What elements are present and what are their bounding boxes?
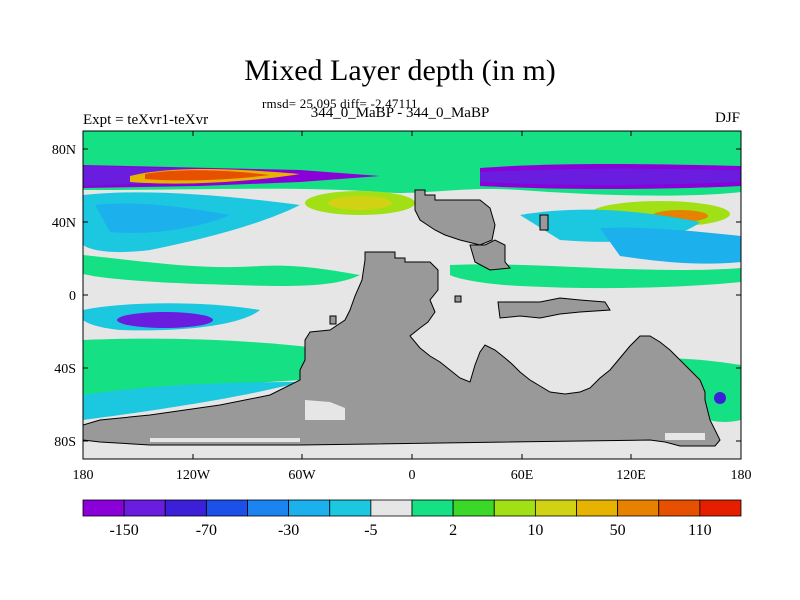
lon-label-60w: 60W — [288, 468, 316, 483]
land-east-strip — [497, 297, 611, 319]
east-negative — [600, 227, 741, 264]
colorbar-swatch — [699, 499, 742, 517]
north-pacific-negative-core — [480, 168, 741, 185]
colorbar — [82, 499, 742, 517]
land-small-north — [469, 239, 511, 271]
south-east-strip — [665, 433, 705, 440]
colorbar-swatch — [658, 499, 701, 517]
south-cyan-west — [83, 382, 300, 420]
south-green-west — [83, 338, 330, 395]
lat-label-80n: 80N — [52, 143, 76, 158]
colorbar-swatch — [576, 499, 619, 517]
colorbar-label: -30 — [278, 522, 299, 539]
colorbar-swatch — [617, 499, 660, 517]
colorbar-swatch — [205, 499, 248, 517]
lat-label-80s: 80S — [54, 435, 76, 450]
colorbar-swatch — [329, 499, 372, 517]
experiment-label: Expt = teXvr1-teXvr — [83, 112, 209, 128]
plot-subtitle: 344_0_MaBP - 344_0_MaBP — [310, 105, 490, 121]
land-small-east — [539, 214, 549, 231]
atlantic-positive-core — [328, 196, 392, 210]
lon-label-180w: 180 — [73, 468, 94, 483]
south-strip — [150, 438, 300, 442]
tropical-green-east — [450, 264, 741, 289]
land-masses — [83, 189, 721, 447]
lon-label-120e: 120E — [616, 468, 646, 483]
tropical-green-west — [83, 255, 360, 287]
colorbar-swatch — [452, 499, 495, 517]
stats-label: rmsd= 25.095 diff= -2.47111 — [262, 96, 418, 111]
land-island — [454, 295, 462, 303]
lon-label-180e: 180 — [731, 468, 752, 483]
colorbar-swatch — [493, 499, 536, 517]
lon-label-120w: 120W — [176, 468, 211, 483]
colorbar-swatch — [534, 499, 577, 517]
land-island — [329, 315, 337, 325]
land-north — [414, 189, 496, 246]
south-negative-core — [117, 312, 213, 328]
colorbar-label: 50 — [610, 522, 626, 539]
lon-ticks — [82, 131, 742, 459]
colorbar-swatch — [123, 499, 166, 517]
lat-label-0: 0 — [69, 289, 76, 304]
colorbar-label: 10 — [527, 522, 543, 539]
south-east-blue-spot — [714, 392, 726, 404]
colorbar-label: 110 — [688, 522, 711, 539]
positive-tongue-core — [145, 170, 270, 181]
lat-ticks — [83, 148, 741, 442]
colorbar-label: 2 — [449, 522, 457, 539]
map-field — [83, 131, 741, 459]
colorbar-label: -70 — [196, 522, 217, 539]
colorbar-swatch — [247, 499, 290, 517]
lat-label-40n: 40N — [52, 216, 76, 231]
colorbar-swatch — [370, 499, 413, 517]
northwest-negative-core — [95, 203, 230, 234]
south-white-patch — [305, 400, 345, 420]
colorbar-labels: -150 -70 -30 -5 2 10 50 110 — [109, 522, 711, 539]
land-central — [83, 251, 721, 447]
lat-label-40s: 40S — [54, 362, 76, 377]
plot-title: Mixed Layer depth (in m) — [244, 54, 556, 87]
colorbar-swatch — [82, 499, 125, 517]
season-label: DJF — [714, 110, 740, 126]
colorbar-swatch — [288, 499, 331, 517]
colorbar-label: -150 — [109, 522, 138, 539]
lon-label-0: 0 — [409, 468, 416, 483]
colorbar-swatch — [164, 499, 207, 517]
lon-label-60e: 60E — [511, 468, 534, 483]
colorbar-label: -5 — [364, 522, 377, 539]
colorbar-swatch — [411, 499, 454, 517]
